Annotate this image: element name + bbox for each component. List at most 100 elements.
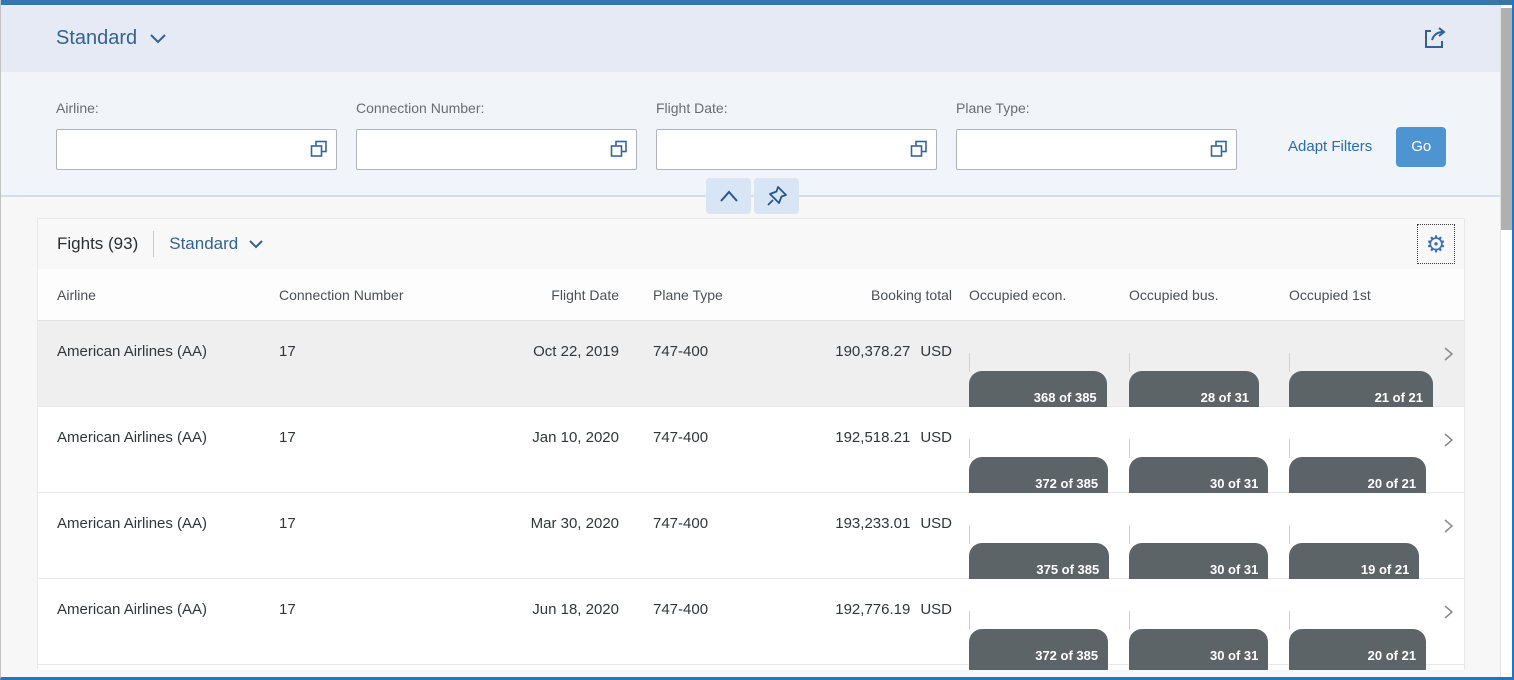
cell-occupied-1st: 19 of 21 bbox=[1289, 493, 1433, 613]
cell-connection-number: 17 bbox=[279, 343, 296, 360]
row-navigation-chevron-icon[interactable] bbox=[1433, 493, 1464, 578]
filter-label-plane-type: Plane Type: bbox=[956, 100, 1030, 116]
value-help-icon[interactable] bbox=[610, 140, 628, 158]
page-content: Fights (93) Standard ⚙ Airline Connectio… bbox=[1, 197, 1512, 677]
table-variant-label: Standard bbox=[169, 234, 239, 253]
cell-flight-date: Jun 18, 2020 bbox=[532, 601, 619, 618]
connection-number-input[interactable] bbox=[356, 129, 637, 170]
filter-field-plane-type: Plane Type: bbox=[956, 100, 1237, 195]
progress-bar-bus: 30 of 31 bbox=[1129, 611, 1273, 670]
filter-bar-expand-buttons bbox=[706, 178, 799, 214]
cell-connection-number: 17 bbox=[279, 515, 296, 532]
cell-occupied-1st: 20 of 21 bbox=[1289, 579, 1433, 670]
page-variant-selector[interactable]: Standard bbox=[56, 27, 167, 50]
table-row[interactable]: American Airlines (AA) 17 Jan 10, 2020 7… bbox=[38, 407, 1464, 527]
cell-airline: American Airlines (AA) bbox=[57, 343, 208, 360]
cell-booking-total: 190,378.27 USD bbox=[835, 343, 952, 360]
toolbar-separator bbox=[153, 231, 155, 257]
cell-plane-type: 747-400 bbox=[653, 601, 709, 618]
column-header-airline: Airline bbox=[57, 286, 96, 303]
cell-currency: USD bbox=[920, 601, 952, 618]
window-top-accent-bar bbox=[1, 0, 1512, 5]
cell-occupied-1st: 21 of 21 bbox=[1289, 321, 1433, 441]
cell-flight-date: Jan 10, 2020 bbox=[532, 429, 619, 446]
cell-occupied-econ: 372 of 385 bbox=[969, 407, 1113, 527]
table-row[interactable]: American Airlines (AA) 17 Oct 22, 2019 7… bbox=[38, 321, 1464, 441]
cell-currency: USD bbox=[920, 429, 952, 446]
plane-type-input[interactable] bbox=[956, 129, 1237, 170]
flight-date-input[interactable] bbox=[656, 129, 937, 170]
filter-label-connection-number: Connection Number: bbox=[356, 100, 485, 116]
column-header-occupied-bus: Occupied bus. bbox=[1129, 286, 1219, 303]
filter-label-airline: Airline: bbox=[56, 100, 99, 116]
share-button[interactable] bbox=[1420, 23, 1450, 53]
progress-bar-econ: 372 of 385 bbox=[969, 611, 1113, 670]
cell-currency: USD bbox=[920, 515, 952, 532]
page-variant-title: Standard bbox=[56, 27, 138, 49]
table-toolbar: Fights (93) Standard ⚙ bbox=[38, 219, 1464, 269]
column-header-occupied-1st: Occupied 1st bbox=[1289, 286, 1371, 303]
filter-field-flight-date: Flight Date: bbox=[656, 100, 937, 195]
go-button[interactable]: Go bbox=[1396, 126, 1447, 167]
filter-field-airline: Airline: bbox=[56, 100, 337, 195]
cell-booking-total: 193,233.01 USD bbox=[835, 515, 952, 532]
filter-bar: Airline: Connection Number: bbox=[1, 72, 1512, 214]
table-settings-button[interactable]: ⚙ bbox=[1417, 224, 1455, 264]
flights-table-card: Fights (93) Standard ⚙ Airline Connectio… bbox=[37, 218, 1465, 670]
cell-connection-number: 17 bbox=[279, 601, 296, 618]
cell-plane-type: 747-400 bbox=[653, 429, 709, 446]
adapt-filters-link[interactable]: Adapt Filters bbox=[1288, 138, 1373, 155]
airline-input[interactable] bbox=[56, 129, 337, 170]
share-icon bbox=[1420, 23, 1450, 53]
table-title: Fights (93) bbox=[57, 234, 139, 253]
table-row[interactable]: American Airlines (AA) 17 Mar 30, 2020 7… bbox=[38, 493, 1464, 613]
collapse-filter-bar-button[interactable] bbox=[706, 178, 751, 214]
cell-connection-number: 17 bbox=[279, 429, 296, 446]
cell-occupied-econ: 368 of 385 bbox=[969, 321, 1113, 441]
column-header-connection-number: Connection Number bbox=[279, 286, 404, 303]
pin-icon bbox=[766, 185, 788, 207]
cell-airline: American Airlines (AA) bbox=[57, 601, 208, 618]
column-header-occupied-econ: Occupied econ. bbox=[969, 286, 1067, 303]
gear-icon: ⚙ bbox=[1425, 230, 1447, 257]
cell-booking-total: 192,776.19 USD bbox=[835, 601, 952, 618]
row-navigation-chevron-icon[interactable] bbox=[1433, 321, 1464, 406]
table-header-row: Airline Connection Number Flight Date Pl… bbox=[38, 269, 1464, 321]
value-help-icon[interactable] bbox=[310, 140, 328, 158]
chevron-down-icon bbox=[149, 33, 167, 45]
cell-booking-total: 192,518.21 USD bbox=[835, 429, 952, 446]
cell-occupied-econ: 375 of 385 bbox=[969, 493, 1113, 613]
row-navigation-chevron-icon[interactable] bbox=[1433, 579, 1464, 664]
column-header-flight-date: Flight Date bbox=[551, 286, 619, 303]
filter-field-connection-number: Connection Number: bbox=[356, 100, 637, 195]
vertical-scrollbar[interactable] bbox=[1500, 5, 1512, 677]
value-help-icon[interactable] bbox=[1210, 140, 1228, 158]
value-help-icon[interactable] bbox=[910, 140, 928, 158]
filter-label-flight-date: Flight Date: bbox=[656, 100, 728, 116]
column-header-plane-type: Plane Type bbox=[653, 286, 723, 303]
cell-currency: USD bbox=[920, 343, 952, 360]
pin-filter-bar-button[interactable] bbox=[754, 178, 799, 214]
row-navigation-chevron-icon[interactable] bbox=[1433, 407, 1464, 492]
scrollbar-thumb[interactable] bbox=[1501, 8, 1512, 230]
cell-occupied-bus: 30 of 31 bbox=[1129, 407, 1273, 527]
page-header: Standard bbox=[1, 5, 1512, 72]
cell-occupied-bus: 28 of 31 bbox=[1129, 321, 1273, 441]
table-variant-selector[interactable]: Standard bbox=[169, 234, 264, 254]
cell-airline: American Airlines (AA) bbox=[57, 515, 208, 532]
cell-flight-date: Oct 22, 2019 bbox=[533, 343, 619, 360]
cell-occupied-bus: 30 of 31 bbox=[1129, 579, 1273, 670]
cell-occupied-1st: 20 of 21 bbox=[1289, 407, 1433, 527]
column-header-booking-total: Booking total bbox=[871, 286, 952, 303]
chevron-up-icon bbox=[719, 189, 739, 203]
filter-actions: Adapt Filters Go bbox=[1288, 126, 1447, 167]
progress-bar-1st: 20 of 21 bbox=[1289, 611, 1433, 670]
cell-plane-type: 747-400 bbox=[653, 515, 709, 532]
cell-occupied-econ: 372 of 385 bbox=[969, 579, 1113, 670]
cell-plane-type: 747-400 bbox=[653, 343, 709, 360]
cell-flight-date: Mar 30, 2020 bbox=[530, 515, 619, 532]
table-row[interactable]: American Airlines (AA) 17 Jun 18, 2020 7… bbox=[38, 579, 1464, 670]
chevron-down-icon bbox=[248, 239, 264, 250]
cell-occupied-bus: 30 of 31 bbox=[1129, 493, 1273, 613]
